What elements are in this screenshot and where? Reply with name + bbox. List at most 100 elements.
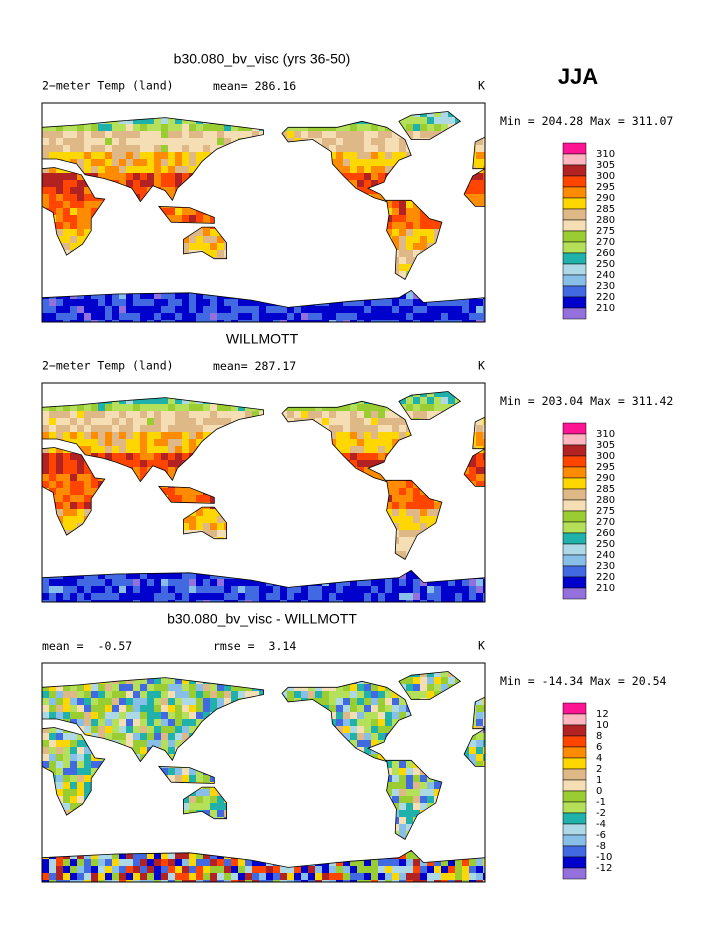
- land-cell: [399, 383, 406, 390]
- land-cell: [168, 306, 176, 314]
- land-cell: [49, 530, 57, 538]
- land-cell: [133, 551, 141, 559]
- land-cell: [224, 600, 232, 602]
- land-cell: [322, 236, 330, 244]
- land-cell: [406, 467, 414, 475]
- land-cell: [161, 313, 169, 321]
- land-cell: [112, 495, 120, 503]
- land-cell: [399, 698, 407, 706]
- land-cell: [448, 257, 456, 265]
- land-cell: [63, 523, 71, 531]
- land-cell: [126, 278, 134, 286]
- land-cell: [371, 201, 379, 209]
- land-cell: [168, 391, 176, 398]
- land-cell: [56, 383, 63, 390]
- land-cell: [224, 166, 232, 174]
- land-cell: [413, 243, 421, 251]
- land-cell: [455, 264, 463, 272]
- land-cell: [301, 467, 309, 475]
- land-cell: [322, 194, 330, 202]
- land-cell: [427, 481, 435, 489]
- land-cell: [98, 516, 106, 524]
- land-cell: [336, 201, 344, 209]
- land-cell: [119, 111, 127, 118]
- land-cell: [462, 194, 470, 202]
- land-cell: [56, 586, 64, 594]
- land-cell: [224, 509, 232, 517]
- land-cell: [462, 453, 470, 461]
- land-cell: [294, 726, 302, 734]
- land-cell: [224, 111, 232, 118]
- land-cell: [455, 278, 463, 286]
- land-cell: [357, 292, 365, 300]
- land-cell: [406, 523, 414, 531]
- land-cell: [203, 313, 211, 321]
- land-cell: [238, 111, 246, 118]
- land-cell: [147, 565, 155, 573]
- land-cell: [483, 467, 485, 475]
- land-cell: [154, 383, 161, 390]
- land-cell: [469, 509, 477, 517]
- land-cell: [427, 152, 435, 160]
- land-cell: [203, 306, 211, 314]
- land-cell: [245, 208, 253, 216]
- land-cell: [413, 271, 421, 279]
- land-cell: [238, 411, 246, 419]
- land-cell: [210, 411, 218, 419]
- land-cell: [329, 131, 337, 139]
- land-cell: [336, 544, 344, 552]
- land-cell: [140, 488, 148, 496]
- land-cell: [175, 684, 183, 692]
- land-cell: [63, 391, 71, 398]
- land-cell: [112, 726, 120, 734]
- land-cell: [63, 509, 71, 517]
- land-cell: [392, 432, 400, 440]
- land-cell: [364, 558, 372, 566]
- land-cell: [56, 292, 64, 300]
- land-cell: [98, 425, 106, 433]
- land-cell: [42, 551, 50, 559]
- land-cell: [336, 271, 344, 279]
- land-cell: [161, 145, 169, 153]
- land-cell: [112, 488, 120, 496]
- land-cell: [476, 285, 484, 293]
- land-cell: [364, 446, 372, 454]
- land-cell: [147, 320, 155, 322]
- land-cell: [84, 222, 92, 230]
- land-cell: [112, 173, 120, 181]
- land-cell: [42, 495, 50, 503]
- land-cell: [364, 201, 372, 209]
- land-cell: [273, 208, 281, 216]
- land-cell: [441, 600, 449, 602]
- land-cell: [217, 467, 225, 475]
- land-cell: [91, 215, 99, 223]
- min-max: Min = 203.04 Max = 311.42: [500, 394, 673, 408]
- land-cell: [77, 264, 85, 272]
- land-cell: [364, 250, 372, 258]
- land-cell: [133, 145, 141, 153]
- land-cell: [182, 537, 190, 545]
- land-cell: [112, 271, 120, 279]
- land-cell: [140, 222, 148, 230]
- land-cell: [224, 446, 232, 454]
- land-cell: [112, 572, 120, 580]
- land-cell: [252, 250, 260, 258]
- land-cell: [161, 516, 169, 524]
- land-cell: [462, 124, 470, 132]
- land-cell: [385, 446, 393, 454]
- land-cell: [203, 138, 211, 146]
- land-cell: [224, 215, 232, 223]
- land-cell: [483, 516, 485, 524]
- land-cell: [364, 215, 372, 223]
- land-cell: [91, 586, 99, 594]
- land-cell: [203, 299, 211, 307]
- land-cell: [203, 292, 211, 300]
- land-cell: [308, 243, 316, 251]
- land-cell: [273, 537, 281, 545]
- land-cell: [168, 131, 176, 139]
- land-cell: [231, 460, 239, 468]
- land-cell: [168, 418, 176, 426]
- land-cell: [308, 152, 316, 160]
- land-cell: [343, 418, 351, 426]
- land-cell: [350, 271, 358, 279]
